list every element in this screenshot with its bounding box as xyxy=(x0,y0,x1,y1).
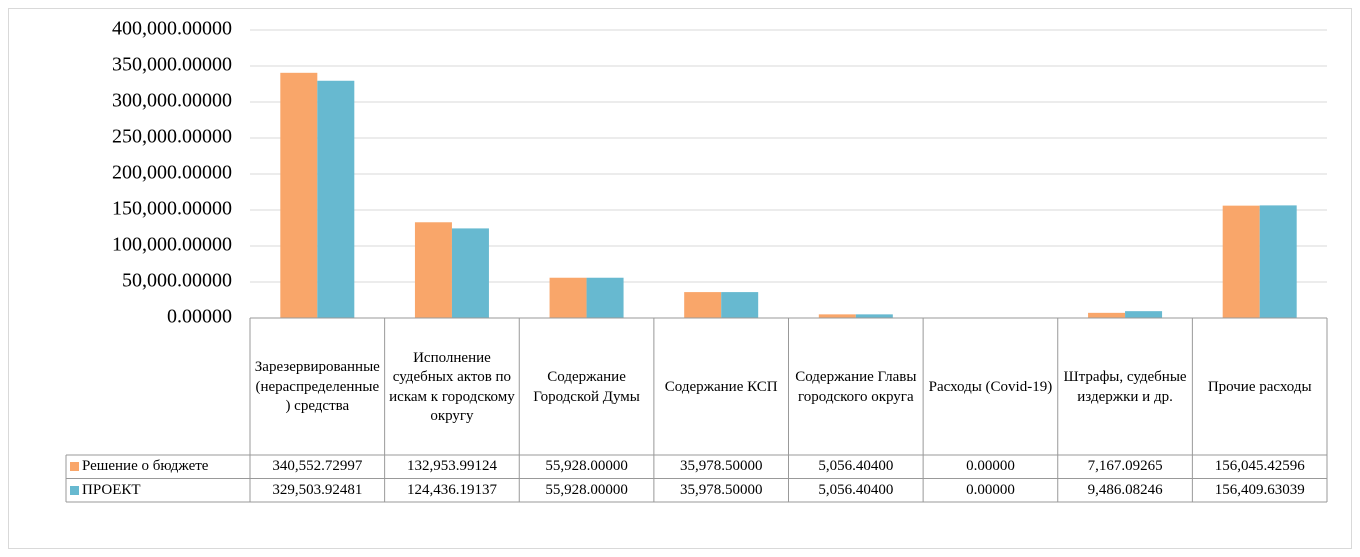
legend-label: ПРОЕКТ xyxy=(82,481,141,498)
bar xyxy=(1222,205,1260,318)
table-value: 55,928.00000 xyxy=(545,458,628,474)
table-value: 329,503.92481 xyxy=(272,481,363,498)
category-label: Содержание Главы городского округа xyxy=(795,369,917,405)
table-value: 7,167.09265 xyxy=(1087,458,1163,474)
y-tick-label: 150,000.00000 xyxy=(112,198,232,220)
table-value: 5,056.40400 xyxy=(818,481,894,498)
category-label: Зарезервированные (нераспределенные) сре… xyxy=(254,359,380,415)
y-tick-label: 50,000.00000 xyxy=(122,270,232,292)
bar xyxy=(1259,205,1297,318)
bar xyxy=(721,292,759,318)
legend-entry: Решение о бюджете xyxy=(66,455,250,479)
y-tick-label: 350,000.00000 xyxy=(112,54,232,76)
chart-border xyxy=(8,8,1352,549)
bar xyxy=(317,80,355,318)
y-tick-label: 250,000.00000 xyxy=(112,126,232,148)
bar xyxy=(280,72,318,318)
table-value: 35,978.50000 xyxy=(679,458,763,474)
y-tick-label: 300,000.00000 xyxy=(112,90,232,112)
bar xyxy=(451,228,489,318)
table-value: 35,978.50000 xyxy=(679,481,763,498)
category-label: Штрафы, судебные издержки и др. xyxy=(1063,369,1187,405)
bar xyxy=(586,277,624,318)
table-value: 340,552.72997 xyxy=(272,458,363,474)
bar xyxy=(549,277,587,318)
category-label: Расходы (Covid-19) xyxy=(928,378,1053,395)
y-tick-label: 400,000.00000 xyxy=(112,18,232,40)
table-value: 156,045.42596 xyxy=(1214,458,1305,474)
category-label: Содержание Городской Думы xyxy=(533,369,640,405)
table-value: 0.00000 xyxy=(966,481,1015,498)
y-tick-label: 0.00000 xyxy=(167,306,232,328)
category-label: Содержание КСП xyxy=(664,378,778,395)
table-value: 5,056.40400 xyxy=(818,458,894,474)
category-label: Прочие расходы xyxy=(1207,378,1312,395)
table-value: 132,953.99124 xyxy=(406,458,497,474)
bar xyxy=(684,292,722,318)
table-value: 124,436.19137 xyxy=(406,481,497,498)
bar xyxy=(414,222,452,318)
table-value: 0.00000 xyxy=(966,458,1015,474)
bar xyxy=(855,314,893,318)
legend-swatch xyxy=(70,462,79,472)
table-value: 55,928.00000 xyxy=(545,481,628,498)
bar xyxy=(1125,311,1163,318)
table-value: 9,486.08246 xyxy=(1087,481,1163,498)
bar xyxy=(1088,312,1126,318)
category-label: Исполнение судебных актов по искам к гор… xyxy=(389,349,515,425)
table-value: 156,409.63039 xyxy=(1214,481,1305,498)
legend-entry: ПРОЕКТ xyxy=(66,479,250,503)
bar xyxy=(818,314,856,318)
y-tick-label: 200,000.00000 xyxy=(112,162,232,184)
y-tick-label: 100,000.00000 xyxy=(112,234,232,256)
legend-swatch xyxy=(70,485,79,495)
legend-label: Решение о бюджете xyxy=(82,458,209,475)
